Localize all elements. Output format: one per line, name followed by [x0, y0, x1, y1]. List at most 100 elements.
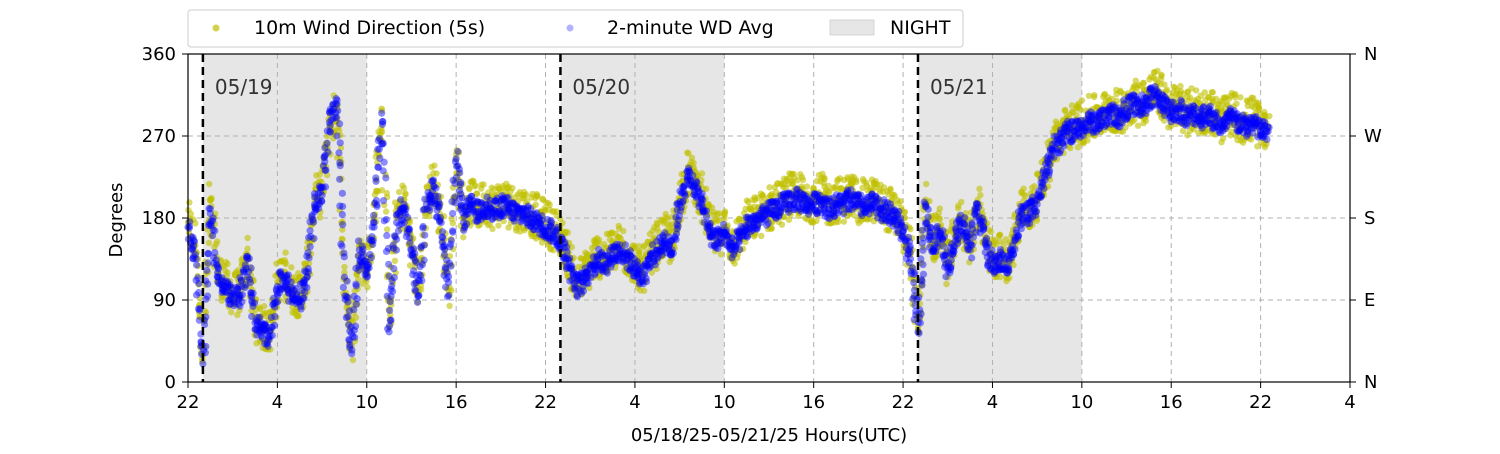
series-1-jitter	[337, 139, 344, 146]
series-0-jitter	[718, 251, 724, 257]
series-1-jitter	[368, 254, 375, 261]
series-1-jitter	[1046, 161, 1053, 168]
series-1-jitter	[919, 240, 926, 247]
series-1-jitter	[405, 227, 412, 234]
series-1-jitter	[432, 185, 439, 192]
series-1-jitter	[920, 271, 927, 278]
series-0-jitter	[690, 160, 696, 166]
series-1-jitter	[668, 249, 675, 256]
series-0-jitter	[1210, 89, 1216, 95]
series-1-jitter	[707, 220, 714, 227]
series-1-jitter	[947, 264, 954, 271]
series-0-jitter	[402, 191, 408, 197]
series-1-jitter	[193, 277, 200, 284]
series-1-jitter	[386, 307, 393, 314]
series-1-point-35	[445, 292, 452, 299]
series-0-jitter	[1266, 113, 1272, 119]
series-1-jitter	[390, 265, 397, 272]
series-1-jitter	[906, 249, 913, 256]
series-1-jitter	[352, 323, 359, 330]
series-0-jitter	[244, 246, 250, 252]
series-0-jitter	[1231, 92, 1237, 98]
series-0-jitter	[208, 196, 214, 202]
series-0-jitter	[509, 185, 515, 191]
series-1-jitter	[441, 251, 448, 258]
series-0-jitter	[821, 175, 827, 181]
series-1-jitter	[380, 197, 387, 204]
series-1-jitter	[239, 291, 246, 298]
series-1-jitter	[336, 176, 343, 183]
series-1-jitter	[299, 295, 306, 302]
series-1-jitter	[419, 225, 426, 232]
series-1-jitter	[447, 263, 454, 270]
series-1-point-97	[907, 255, 914, 262]
series-1-jitter	[248, 264, 255, 271]
series-1-jitter	[344, 294, 351, 301]
series-1-jitter	[402, 210, 409, 217]
series-1-jitter	[204, 292, 211, 299]
series-0-jitter	[341, 264, 347, 270]
series-0-jitter	[1233, 100, 1239, 106]
series-1-jitter	[191, 238, 198, 245]
series-0-jitter	[684, 149, 690, 155]
series-0-jitter	[1135, 123, 1141, 129]
series-1-jitter	[372, 178, 379, 185]
series-0-jitter	[620, 228, 626, 234]
series-1-jitter	[303, 284, 310, 291]
series-0-jitter	[489, 226, 495, 232]
series-0-jitter	[758, 233, 764, 239]
series-0-jitter	[261, 303, 267, 309]
series-1-jitter	[449, 227, 456, 234]
series-0-jitter	[206, 181, 212, 187]
series-1-jitter	[333, 132, 340, 139]
series-1-jitter	[387, 317, 394, 324]
series-1-jitter	[321, 158, 328, 165]
series-1-jitter	[271, 299, 278, 306]
series-1-jitter	[195, 289, 202, 296]
series-1-jitter	[939, 227, 946, 234]
series-1-jitter	[765, 219, 772, 226]
series-1-jitter	[352, 281, 359, 288]
series-0-jitter	[1079, 97, 1085, 103]
series-1-jitter	[334, 107, 341, 114]
series-1-jitter	[186, 225, 193, 232]
series-1-jitter	[988, 247, 995, 254]
series-1-jitter	[563, 244, 570, 251]
series-1-point-24	[363, 274, 370, 281]
series-0-jitter	[1226, 96, 1232, 102]
series-0-jitter	[1240, 139, 1246, 145]
series-1-jitter	[919, 261, 926, 268]
series-1-jitter	[193, 261, 200, 268]
series-1-jitter	[209, 232, 216, 239]
series-1-jitter	[693, 178, 700, 185]
series-1-jitter	[341, 253, 348, 260]
series-1-jitter	[736, 246, 743, 253]
series-1-jitter	[383, 216, 390, 223]
series-0-jitter	[384, 226, 390, 232]
series-1-jitter	[310, 235, 317, 242]
series-1-jitter	[975, 204, 982, 211]
series-1-jitter	[322, 183, 329, 190]
series-1-jitter	[1033, 208, 1040, 215]
series-1-point-20	[333, 101, 340, 108]
series-1-jitter	[910, 279, 917, 286]
series-1-jitter	[348, 350, 355, 357]
series-1-jitter	[203, 267, 210, 274]
series-1-jitter	[338, 242, 345, 249]
series-1-jitter	[391, 274, 398, 281]
series-1-jitter	[336, 120, 343, 127]
series-0-jitter	[779, 221, 785, 227]
series-0-jitter	[244, 235, 250, 241]
series-1-jitter	[369, 241, 376, 248]
series-1-jitter	[337, 162, 344, 169]
series-0-jitter	[534, 192, 540, 198]
series-1-jitter	[1005, 266, 1012, 273]
series-1-jitter	[416, 271, 423, 278]
series-1-jitter	[379, 121, 386, 128]
series-1-jitter	[344, 313, 351, 320]
series-0-jitter	[1193, 87, 1199, 93]
series-1-jitter	[980, 226, 987, 233]
series-0-jitter	[373, 188, 379, 194]
series-0-jitter	[804, 183, 810, 189]
